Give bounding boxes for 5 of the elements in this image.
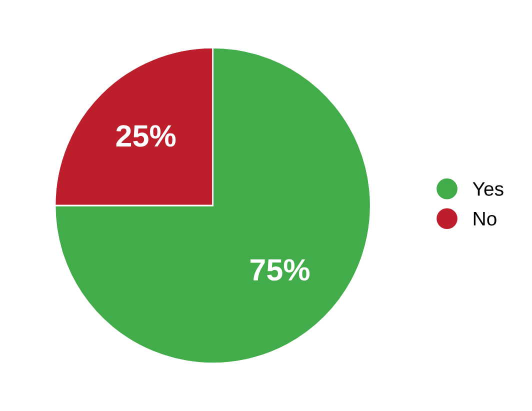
pie-slice [54,46,372,364]
legend-label: Yes [472,182,504,196]
data-label: 25% [116,125,176,147]
legend-label: No [474,212,496,226]
data-label: 75% [250,259,310,281]
